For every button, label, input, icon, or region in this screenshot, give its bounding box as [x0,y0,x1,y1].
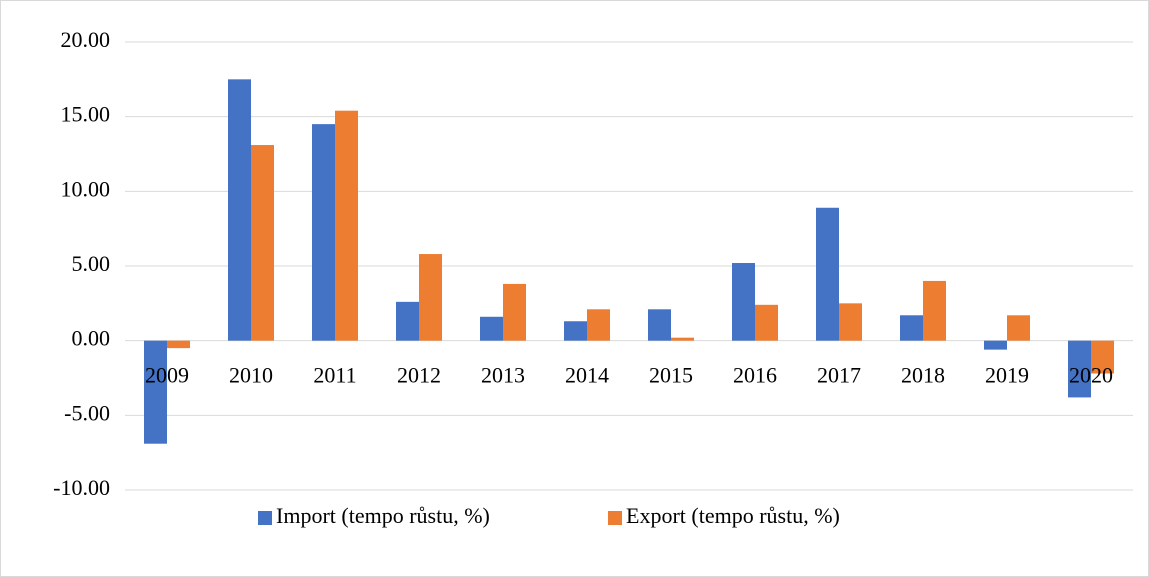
bar [1091,340,1114,374]
y-tick-label: 20.00 [61,27,111,52]
bar [1068,340,1091,398]
bar [900,315,923,341]
y-tick-label: 0.00 [72,326,111,351]
bar [335,110,358,341]
legend-label: Export (tempo růstu, %) [626,503,840,528]
bar [564,321,587,341]
bar [228,79,251,341]
x-tick-label: 2011 [313,363,356,388]
bar [755,304,778,341]
x-tick-label: 2014 [565,363,609,388]
x-tick-label: 2016 [733,363,777,388]
y-tick-label: -5.00 [64,400,110,425]
bar [419,254,442,341]
x-tick-label: 2018 [901,363,945,388]
x-tick-label: 2013 [481,363,525,388]
bar [984,340,1007,350]
x-tick-label: 2015 [649,363,693,388]
bar [923,280,946,341]
x-tick-label: 2012 [397,363,441,388]
bar [816,207,839,341]
bar [671,337,694,341]
y-tick-label: 5.00 [72,251,111,276]
x-tick-label: 2019 [985,363,1029,388]
bar [587,309,610,341]
x-tick-label: 2010 [229,363,273,388]
bar [167,340,190,349]
legend-label: Import (tempo růstu, %) [276,503,490,528]
legend-swatch [608,511,622,525]
bar [503,283,526,341]
y-tick-label: 15.00 [61,102,111,127]
x-tick-label: 2020 [1069,363,1113,388]
legend-swatch [258,511,272,525]
x-tick-label: 2009 [145,363,189,388]
bar [251,145,274,341]
bar [480,316,503,341]
bar [312,124,335,341]
bar [648,309,671,341]
bar [732,263,755,341]
y-tick-label: 10.00 [61,176,111,201]
bar [839,303,862,341]
bar [1007,315,1030,341]
bar [396,301,419,341]
x-tick-label: 2017 [817,363,861,388]
y-tick-label: -10.00 [53,475,110,500]
bar [144,340,167,444]
